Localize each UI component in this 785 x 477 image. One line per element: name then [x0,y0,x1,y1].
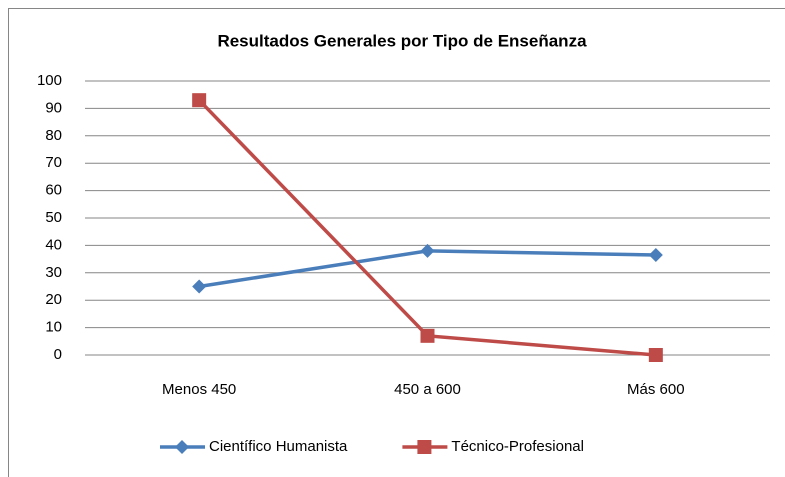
legend-label: Científico Humanista [209,438,348,455]
marker [420,243,435,258]
marker [192,279,207,294]
marker [175,440,189,454]
y-tick-label: 70 [45,154,62,171]
y-tick-label: 80 [45,127,62,144]
chart-title: Resultados Generales por Tipo de Enseñan… [217,31,587,50]
y-tick-label: 90 [45,99,62,116]
x-tick-label: Más 600 [627,381,685,398]
y-tick-label: 0 [54,346,62,363]
y-tick-label: 100 [37,72,62,89]
marker [648,348,663,362]
marker [417,440,432,454]
chart-frame [8,8,785,477]
marker [648,247,663,262]
y-tick-label: 50 [45,209,62,226]
marker [192,93,207,108]
y-tick-label: 40 [45,236,62,253]
y-tick-label: 10 [45,319,62,336]
y-tick-label: 30 [45,264,62,281]
y-tick-label: 60 [45,182,62,199]
y-tick-label: 20 [45,291,62,308]
x-tick-label: Menos 450 [162,381,236,398]
marker [420,328,435,343]
x-tick-label: 450 a 600 [394,381,461,398]
legend-label: Técnico-Profesional [451,438,584,455]
